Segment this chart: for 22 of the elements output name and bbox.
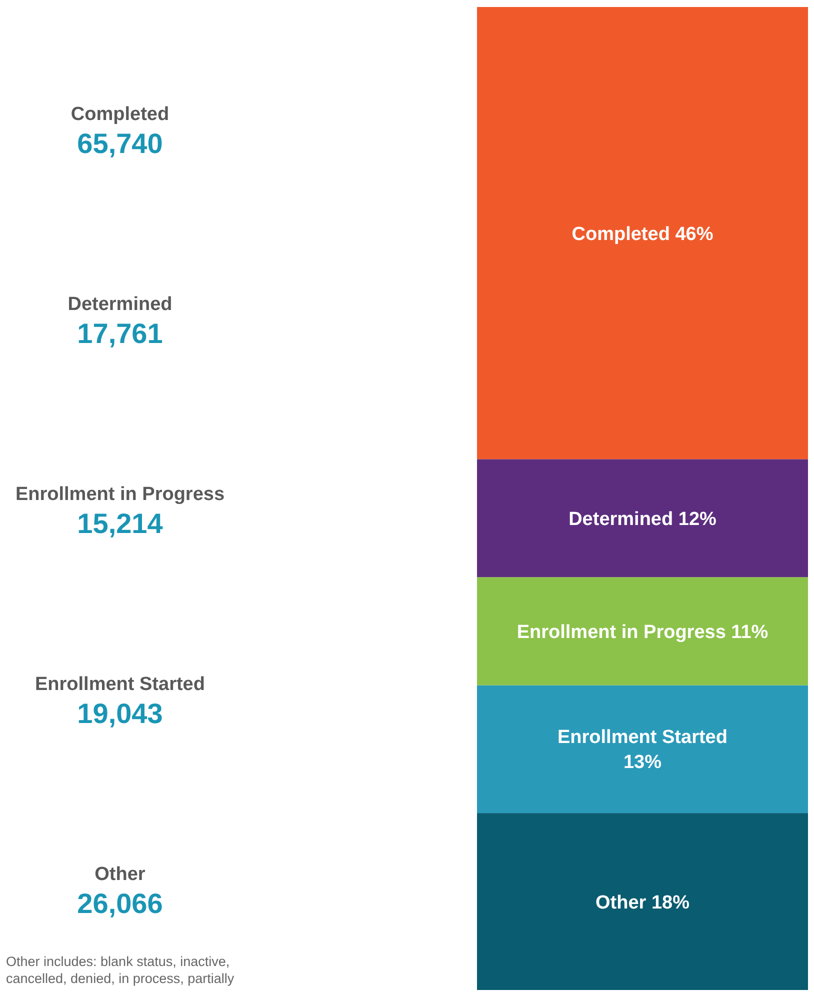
category-label: Enrollment in Progress: [15, 484, 225, 505]
series-label: Enrollment Started: [558, 727, 728, 748]
text: Enrollment in Progress 11%: [516, 622, 768, 644]
category-label: Determined: [68, 294, 172, 315]
text: 26,066: [77, 888, 163, 919]
text: Other 18%: [596, 892, 690, 914]
text: Other includes: blank status, inactive, cancelled, denied, in process, partially: [6, 954, 234, 986]
text: Determined 12%: [568, 509, 716, 530]
bar: [477, 685, 808, 814]
bar: [477, 813, 808, 990]
text: 65,740: [77, 128, 163, 159]
bar: [477, 7, 808, 460]
category-label: Enrollment Started: [35, 674, 205, 695]
bar: [477, 577, 808, 686]
text: 17,761: [77, 318, 163, 349]
text: 15,214: [77, 508, 163, 539]
category-label: Completed: [70, 104, 170, 125]
text: Completed 46%: [572, 224, 714, 246]
data-label: 13%: [623, 752, 662, 774]
text: 19,043: [77, 698, 163, 729]
bar: [477, 459, 808, 578]
category-label: Other: [94, 864, 146, 885]
